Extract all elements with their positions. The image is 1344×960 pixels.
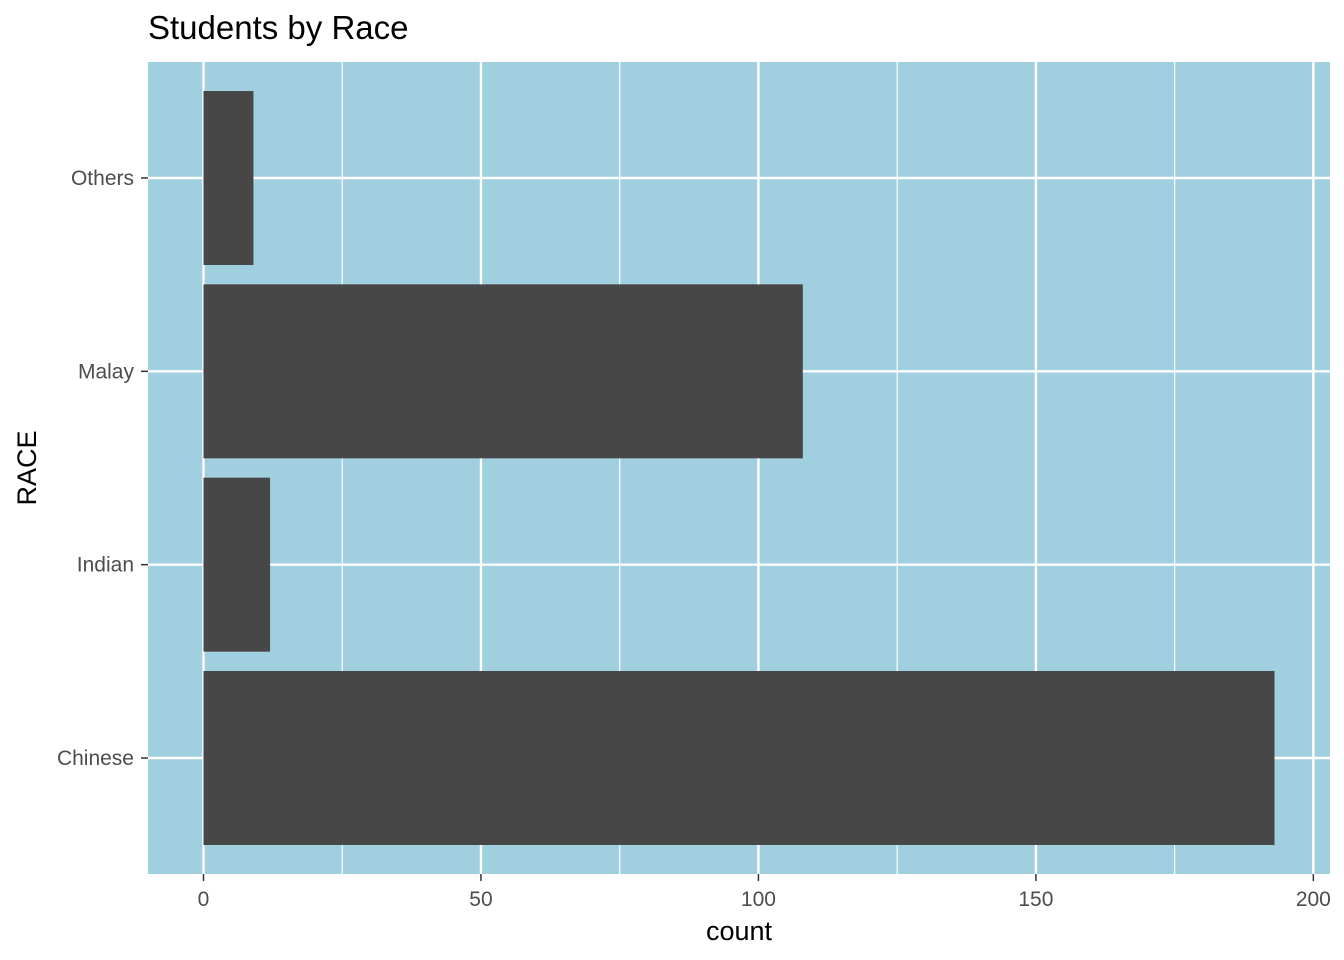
y-tick-label-others: Others [71, 167, 134, 190]
y-tick-label-chinese: Chinese [57, 747, 134, 770]
y-axis-ticks: Chinese Indian Malay Others [57, 167, 148, 770]
x-tick-label: 200 [1296, 888, 1331, 911]
x-tick-label: 0 [198, 888, 210, 911]
y-tick-label-malay: Malay [78, 360, 135, 383]
bar-chinese [203, 671, 1275, 845]
chart-title: Students by Race [148, 9, 409, 46]
y-axis-title: RACE [12, 430, 42, 505]
y-tick-label-indian: Indian [77, 554, 134, 577]
x-axis-ticks: 0 50 100 150 200 [198, 874, 1331, 911]
bars [203, 91, 1275, 845]
x-axis-title: count [706, 916, 773, 946]
bar-indian [203, 477, 271, 652]
bar-malay [203, 284, 803, 459]
x-tick-label: 100 [741, 888, 776, 911]
bar-others [203, 91, 254, 265]
x-tick-label: 150 [1018, 888, 1053, 911]
x-tick-label: 50 [469, 888, 492, 911]
